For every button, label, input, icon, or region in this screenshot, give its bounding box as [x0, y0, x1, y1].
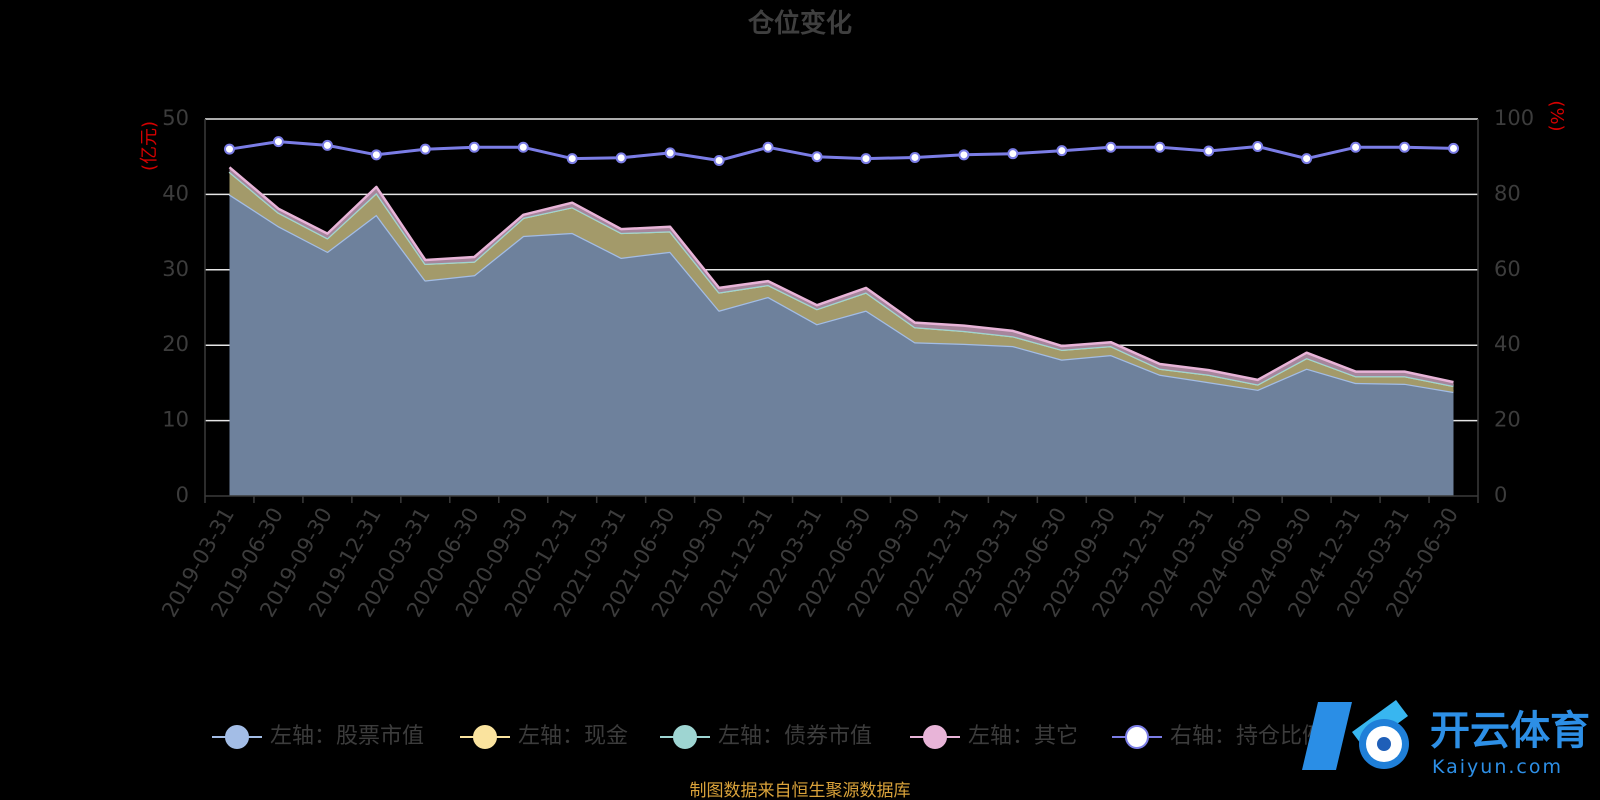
right-axis-tick-label: 100	[1494, 106, 1534, 130]
left-axis-unit: (亿元)	[139, 121, 160, 171]
area-series-2	[229, 171, 1454, 392]
area-series-1	[229, 194, 1454, 496]
holding-ratio-point	[1448, 142, 1460, 154]
holding-ratio-point	[321, 139, 333, 151]
legend-item[interactable]: 左轴：股票市值	[212, 724, 424, 749]
legend-marker-icon	[923, 725, 947, 749]
holding-ratio-point	[468, 141, 480, 153]
legend-marker-icon	[225, 725, 249, 749]
legend-item[interactable]: 左轴：其它	[910, 724, 1078, 749]
holding-ratio-point	[1399, 141, 1411, 153]
kaiyun-watermark: 开云体育 Kaiyun.com	[1302, 700, 1590, 778]
holding-ratio-path	[229, 140, 1454, 162]
holding-ratio-point	[566, 153, 578, 165]
legend-label: 右轴：持仓比例	[1170, 724, 1324, 749]
left-axis-tick-label: 0	[176, 483, 189, 507]
watermark-domain: Kaiyun.com	[1432, 756, 1563, 778]
holding-ratio-point	[1056, 145, 1068, 157]
holding-ratio-point	[370, 149, 382, 161]
holding-ratio-point	[860, 153, 872, 165]
legend-item[interactable]: 左轴：债券市值	[660, 724, 872, 749]
holding-ratio-point	[419, 143, 431, 155]
area-series-4-edge	[228, 166, 1454, 384]
left-axis-tick-label: 40	[162, 181, 189, 205]
left-axis-tick-label: 30	[162, 257, 189, 281]
left-axis-tick-label: 20	[162, 332, 189, 356]
holding-ratio-point	[1154, 141, 1166, 153]
legend-label: 左轴：其它	[968, 724, 1078, 749]
legend-label: 左轴：股票市值	[270, 724, 424, 749]
holding-ratio-point	[762, 141, 774, 153]
holding-ratio-point	[1301, 153, 1313, 165]
left-axis-tick-label: 50	[162, 106, 189, 130]
legend-marker-icon	[673, 725, 697, 749]
holding-ratio-point	[517, 141, 529, 153]
left-axis-tick-label: 10	[162, 408, 189, 432]
right-axis-tick-label: 80	[1494, 181, 1521, 205]
legend: 左轴：股票市值 左轴：现金 左轴：债券市值 左轴：其它 右轴：持仓比例	[212, 724, 1324, 749]
holding-ratio-point	[1350, 141, 1362, 153]
holding-ratio-point	[223, 143, 235, 155]
right-axis-unit: (%)	[1546, 100, 1567, 131]
right-axis-tick-label: 0	[1494, 483, 1507, 507]
watermark-brand: 开云体育	[1430, 708, 1590, 754]
legend-item[interactable]: 右轴：持仓比例	[1112, 724, 1324, 749]
holding-ratio-line	[223, 136, 1460, 166]
holding-ratio-point	[713, 154, 725, 166]
right-axis-tick-label: 20	[1494, 408, 1521, 432]
area-series-4	[229, 167, 1454, 386]
holding-ratio-point	[664, 147, 676, 159]
holding-ratio-point	[958, 149, 970, 161]
legend-marker-icon	[1125, 725, 1149, 749]
holding-ratio-point	[1203, 145, 1215, 157]
legend-marker-icon	[473, 725, 497, 749]
holding-ratio-point	[1007, 148, 1019, 160]
right-axis-tick-label: 40	[1494, 332, 1521, 356]
holding-ratio-point	[272, 136, 284, 148]
legend-label: 左轴：债券市值	[718, 724, 872, 749]
kaiyun-logo-icon	[1302, 700, 1409, 770]
holding-ratio-point	[615, 152, 627, 164]
legend-label: 左轴：现金	[518, 724, 628, 749]
holding-ratio-point	[909, 151, 921, 163]
right-axis-tick-label: 60	[1494, 257, 1521, 281]
holding-ratio-point	[1105, 141, 1117, 153]
legend-item[interactable]: 左轴：现金	[460, 724, 628, 749]
holding-ratio-point	[811, 151, 823, 163]
stacked-areas	[228, 166, 1454, 496]
chart-title: 仓位变化	[747, 8, 852, 39]
data-source-note: 制图数据来自恒生聚源数据库	[690, 781, 911, 800]
holding-ratio-point	[1252, 141, 1264, 153]
